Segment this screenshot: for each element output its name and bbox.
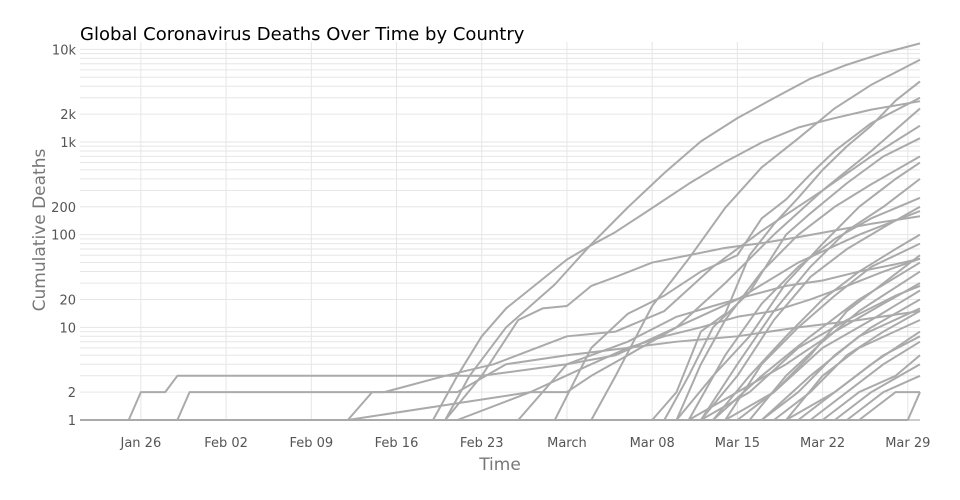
y-tick-label: 10 — [59, 321, 76, 336]
series-line — [80, 340, 921, 421]
x-tick-label: Mar 29 — [885, 436, 930, 451]
y-tick-label: 1k — [60, 136, 76, 151]
tick-labels: 1 2 10 20 100 200 1k 2k 10k Jan 26 Feb 02 Feb 09 Feb… — [51, 43, 930, 451]
y-axis-title: Cumulative Deaths — [30, 149, 50, 312]
y-tick-label: 2 — [68, 386, 76, 401]
series-line — [80, 257, 921, 421]
series-line — [80, 310, 921, 421]
y-tick-label: 20 — [59, 293, 76, 308]
series-line — [80, 178, 921, 421]
x-tick-label: Mar 22 — [800, 436, 845, 451]
series-line — [80, 155, 921, 421]
y-tick-label: 200 — [51, 201, 76, 216]
x-tick-label: Mar 15 — [715, 436, 760, 451]
series-line — [80, 210, 921, 421]
x-tick-label: Mar 08 — [630, 436, 675, 451]
y-tick-label: 100 — [51, 229, 76, 244]
series-line — [80, 96, 921, 421]
series-line — [80, 80, 921, 421]
y-tick-label: 2k — [60, 108, 76, 123]
series-line — [80, 58, 921, 421]
series-line — [80, 107, 921, 421]
series-line — [80, 205, 921, 421]
series-line — [80, 215, 921, 421]
series-lines — [80, 42, 921, 421]
x-tick-label: Jan 26 — [120, 436, 162, 451]
series-line — [80, 161, 921, 421]
x-tick-label: March — [547, 436, 587, 451]
series-line — [80, 137, 921, 421]
series-line — [80, 284, 921, 421]
series-line — [80, 196, 921, 421]
y-tick-label: 1 — [68, 414, 76, 429]
series-line — [80, 42, 921, 421]
x-tick-label: Feb 23 — [460, 436, 504, 451]
chart-title: Global Coronavirus Deaths Over Time by C… — [80, 24, 525, 45]
series-line — [80, 374, 921, 421]
x-tick-label: Feb 02 — [204, 436, 248, 451]
x-axis-title: Time — [478, 455, 521, 475]
series-line — [80, 233, 921, 421]
x-tick-label: Feb 09 — [289, 436, 333, 451]
y-tick-label: 10k — [52, 43, 77, 58]
gridlines — [80, 42, 920, 421]
series-line — [80, 335, 921, 421]
x-tick-label: Feb 16 — [375, 436, 419, 451]
series-line — [80, 100, 921, 421]
series-line — [80, 124, 921, 421]
